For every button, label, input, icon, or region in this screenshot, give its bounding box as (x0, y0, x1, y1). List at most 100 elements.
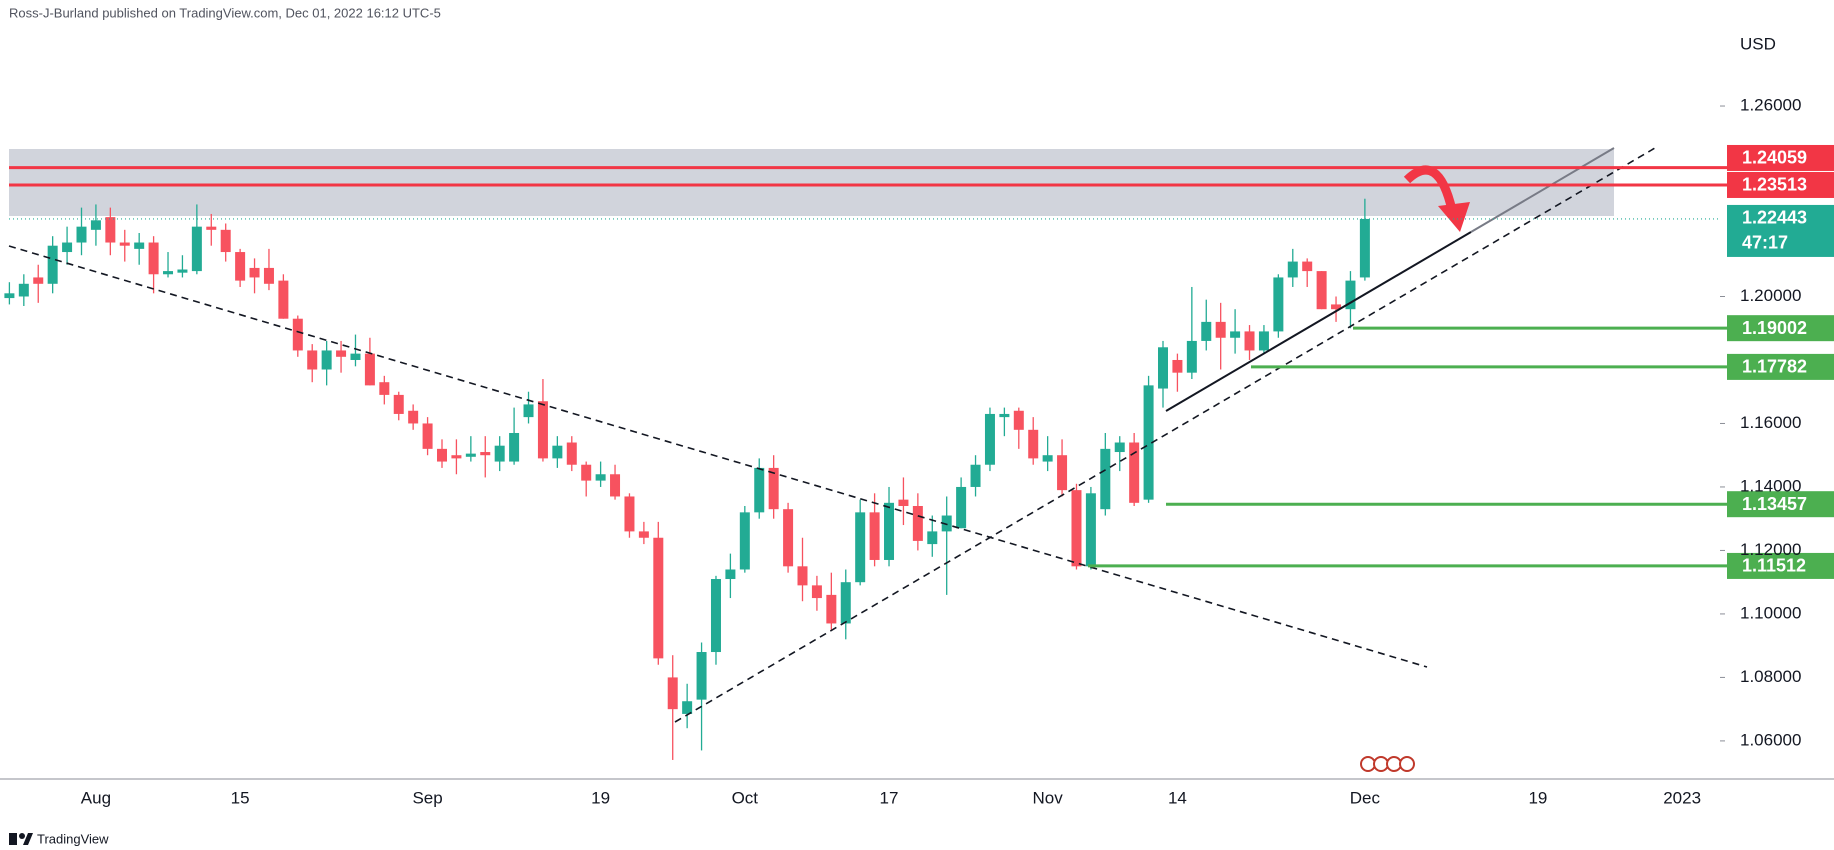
last-price-label: 1.22443 (1742, 208, 1807, 228)
candle-body (1331, 304, 1342, 310)
candle-body (653, 537, 664, 659)
y-tick-label: 1.16000 (1740, 413, 1801, 432)
candle-body (1186, 340, 1197, 373)
candle-body (811, 585, 822, 599)
candle-body (638, 531, 649, 538)
candle-body (105, 217, 116, 243)
candle-body (840, 582, 851, 624)
candle-body (927, 531, 938, 545)
candle-body (970, 464, 981, 487)
axes: 1.26000 1.20000 1.16000 1.14000 1.12000 1.100… (81, 96, 1802, 808)
candle-body (1013, 410, 1024, 430)
candle-body (307, 350, 318, 370)
candle-body (941, 515, 952, 532)
candle-body (1042, 455, 1053, 462)
candle-body (350, 353, 361, 360)
candle-body (1244, 331, 1255, 351)
event-icons (1360, 756, 1415, 772)
trendline (674, 147, 1656, 723)
candle-body (480, 452, 491, 456)
candle-body (62, 242, 73, 253)
candle-body (1028, 429, 1039, 459)
trendline (8, 245, 1428, 668)
candle-body (797, 566, 808, 586)
x-tick-label: 17 (880, 788, 899, 807)
candle-body (33, 277, 44, 284)
y-tick-label: 1.20000 (1740, 286, 1801, 305)
candle-body (725, 569, 736, 580)
candle-body (177, 269, 188, 273)
logo-mark (19, 833, 25, 839)
candle-body (1143, 385, 1154, 500)
y-tick-label: 1.14000 (1740, 476, 1801, 495)
candle-body (610, 474, 621, 497)
trendline (1470, 147, 1615, 233)
event-icon (1360, 756, 1376, 772)
candle-body (148, 242, 159, 275)
candle-body (1273, 277, 1284, 332)
candle-body (47, 245, 58, 284)
candle-body (206, 226, 217, 230)
candle-body (1201, 321, 1212, 341)
candle-body (336, 350, 347, 357)
candle-body (509, 432, 520, 462)
level-label-box (1727, 491, 1834, 518)
candle-body (1071, 490, 1082, 567)
candle-body (768, 467, 779, 510)
candle-body (278, 280, 289, 319)
currency: USD (1740, 34, 1776, 53)
candle-body (263, 267, 274, 284)
candles (4, 198, 1370, 760)
candle-body (393, 394, 404, 414)
y-tick-label: 1.10000 (1740, 603, 1801, 622)
arrow-body (1403, 165, 1457, 212)
last-price-label-box (1727, 204, 1834, 257)
candle-body (4, 293, 15, 299)
header: Ross-J-Burland published on TradingView.… (9, 5, 441, 20)
candle-body (667, 677, 678, 710)
candle-body (119, 242, 130, 246)
candle-body (537, 401, 548, 459)
level-label: 1.24059 (1742, 148, 1807, 168)
candle-body (581, 464, 592, 481)
candle-body (826, 594, 837, 624)
level-label: 1.11512 (1742, 556, 1806, 576)
candle-body (984, 413, 995, 465)
x-tick-label: 14 (1168, 788, 1187, 807)
candle-body (552, 445, 563, 459)
candle-body (1057, 455, 1068, 491)
candle-body (1287, 261, 1298, 278)
footer-text: TradingView (37, 831, 109, 846)
candle-body (855, 512, 866, 583)
x-tick-label: 19 (591, 788, 610, 807)
trendlines (8, 147, 1656, 723)
candle-body (566, 442, 577, 465)
candle-body (465, 453, 476, 457)
candle-body (1302, 261, 1313, 272)
candle-body (999, 413, 1010, 418)
candle-body (379, 382, 390, 395)
candle-body (912, 506, 923, 541)
level-label-box (1727, 171, 1834, 198)
y-tick-label: 1.08000 (1740, 667, 1801, 686)
event-icon (1373, 756, 1389, 772)
y-tick-label: 1.06000 (1740, 730, 1801, 749)
y-tick-label: 1.26000 (1740, 96, 1801, 115)
x-tick-label: 19 (1528, 788, 1547, 807)
candle-body (710, 579, 721, 653)
levels: 1.22443 47:17 1.11512 1.13457 1.17782 1.19002… (9, 144, 1834, 579)
event-icon (1399, 756, 1415, 772)
x-tick-label: Nov (1033, 788, 1064, 807)
candle-body (624, 496, 635, 532)
candle-body (595, 474, 606, 481)
candle-body (191, 226, 202, 272)
footer: TradingView (9, 831, 109, 846)
candle-body (696, 652, 707, 700)
arrow (1403, 165, 1470, 232)
x-tick-label: Sep (412, 788, 442, 807)
candle-body (682, 701, 693, 714)
level-label: 1.23513 (1742, 175, 1807, 195)
candle-body (321, 350, 332, 370)
